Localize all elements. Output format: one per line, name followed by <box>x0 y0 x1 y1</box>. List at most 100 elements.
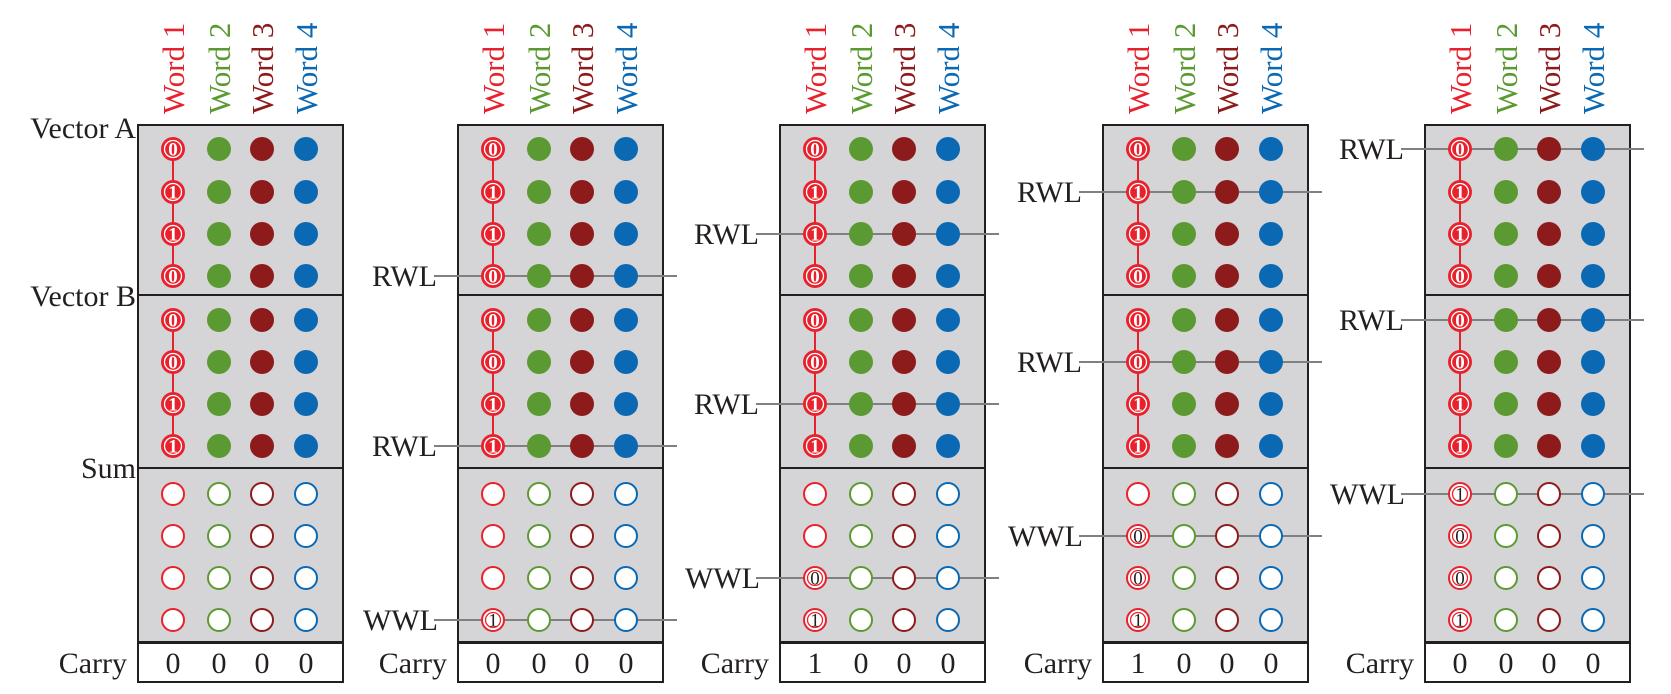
sum-cell <box>527 524 551 548</box>
bit-value: 0 <box>810 267 820 288</box>
sum-bit-value: 0 <box>1133 527 1143 548</box>
vector-a-cell <box>614 137 638 161</box>
sum-cell <box>614 482 638 506</box>
bit-value: 0 <box>1455 267 1465 288</box>
bit-value: 1 <box>1133 395 1143 416</box>
bit-ring <box>163 394 183 414</box>
vector-b-cell <box>849 308 873 332</box>
vector-a-cell <box>527 264 551 288</box>
vector-a-cell <box>614 180 638 204</box>
vector-a-cell <box>614 222 638 246</box>
bit-value: 1 <box>168 437 178 458</box>
bit-value: 1 <box>488 437 498 458</box>
sum-cell <box>294 524 318 548</box>
bit-value: 0 <box>1455 353 1465 374</box>
vector-a-cell <box>294 222 318 246</box>
vector-b-cell <box>1537 308 1561 332</box>
vector-b-cell <box>849 434 873 458</box>
vector-a-cell <box>527 222 551 246</box>
vector-a-cell <box>892 264 916 288</box>
sum-bit-value: 1 <box>1455 611 1465 632</box>
bit-ring <box>1450 394 1470 414</box>
sum-cell <box>1537 566 1561 590</box>
bit-ring <box>1128 310 1148 330</box>
vector-b-cell <box>892 392 916 416</box>
carry-label: Carry <box>1346 647 1414 680</box>
sum-cell <box>207 524 231 548</box>
vector-b-cell <box>250 392 274 416</box>
sum-bit-value: 1 <box>1133 611 1143 632</box>
bit-ring <box>1128 394 1148 414</box>
sum-cell <box>250 566 274 590</box>
bit-ring <box>1451 569 1469 587</box>
sum-bit-value: 1 <box>488 611 498 632</box>
sum-cell <box>892 482 916 506</box>
sum-cell <box>1215 608 1239 632</box>
vector-b-label: Vector B <box>30 280 136 313</box>
vector-a-cell <box>892 222 916 246</box>
vector-b-cell <box>1581 434 1605 458</box>
vector-a-cell <box>527 180 551 204</box>
vector-b-cell <box>1259 434 1283 458</box>
sum-cell <box>527 482 551 506</box>
bit-ring <box>1450 352 1470 372</box>
sum-cell <box>527 608 551 632</box>
bit-ring <box>805 182 825 202</box>
vector-a-cell <box>250 180 274 204</box>
bit-ring <box>806 611 824 629</box>
vector-b-cell <box>1259 392 1283 416</box>
vector-a-cell <box>936 222 960 246</box>
vector-a-cell <box>207 264 231 288</box>
sum-cell <box>1172 482 1196 506</box>
vector-b-cell <box>1581 392 1605 416</box>
bit-value: 1 <box>810 395 820 416</box>
vector-a-cell <box>936 180 960 204</box>
carry-bit: 0 <box>255 647 270 680</box>
sum-bit-value: 0 <box>1455 569 1465 590</box>
sum-cell <box>1172 524 1196 548</box>
read-wordline-label: RWL <box>1339 304 1404 337</box>
stage-2: Word 1 Word 2 Word 3 Word 4RWLRWLWWL0110001… <box>363 22 677 683</box>
vector-a-cell <box>527 137 551 161</box>
carry-register <box>1424 642 1631 683</box>
vector-a-cell <box>570 222 594 246</box>
carry-bit: 0 <box>1542 647 1557 680</box>
bit-value: 1 <box>488 183 498 204</box>
carry-register <box>779 642 986 683</box>
vector-b-cell <box>614 308 638 332</box>
bit-value: 0 <box>168 353 178 374</box>
sum-cell <box>294 608 318 632</box>
bit-ring <box>1128 139 1148 159</box>
word-header-2: Word 2 <box>844 23 879 114</box>
vector-a-label: Vector A <box>30 112 136 145</box>
carry-bit: 0 <box>941 647 956 680</box>
sum-cell <box>1581 524 1605 548</box>
word-header-2: Word 2 <box>202 23 237 114</box>
bit-value: 0 <box>168 140 178 161</box>
sum-cell <box>570 566 594 590</box>
carry-register <box>137 642 344 683</box>
vector-b-cell <box>1259 350 1283 374</box>
sum-cell <box>1172 566 1196 590</box>
vector-a-cell <box>294 264 318 288</box>
bit-ring <box>163 352 183 372</box>
word-header-4: Word 4 <box>931 22 966 114</box>
vector-a-cell <box>1581 137 1605 161</box>
vector-b-cell <box>1537 350 1561 374</box>
vector-b-cell <box>570 350 594 374</box>
bit-value: 1 <box>1455 183 1465 204</box>
vector-b-cell <box>1215 434 1239 458</box>
vector-b-cell <box>936 434 960 458</box>
vector-b-cell <box>1215 350 1239 374</box>
vector-b-cell <box>1537 434 1561 458</box>
stage-3: Word 1 Word 2 Word 3 Word 4RWLRWLWWL0110001… <box>685 22 999 683</box>
bit-ring <box>805 139 825 159</box>
vector-b-cell <box>570 308 594 332</box>
carry-bit: 0 <box>532 647 547 680</box>
sum-cell <box>570 608 594 632</box>
sum-cell <box>294 566 318 590</box>
sum-cell <box>849 482 873 506</box>
carry-bit: 1 <box>808 647 823 680</box>
carry-label: Carry <box>59 647 127 680</box>
